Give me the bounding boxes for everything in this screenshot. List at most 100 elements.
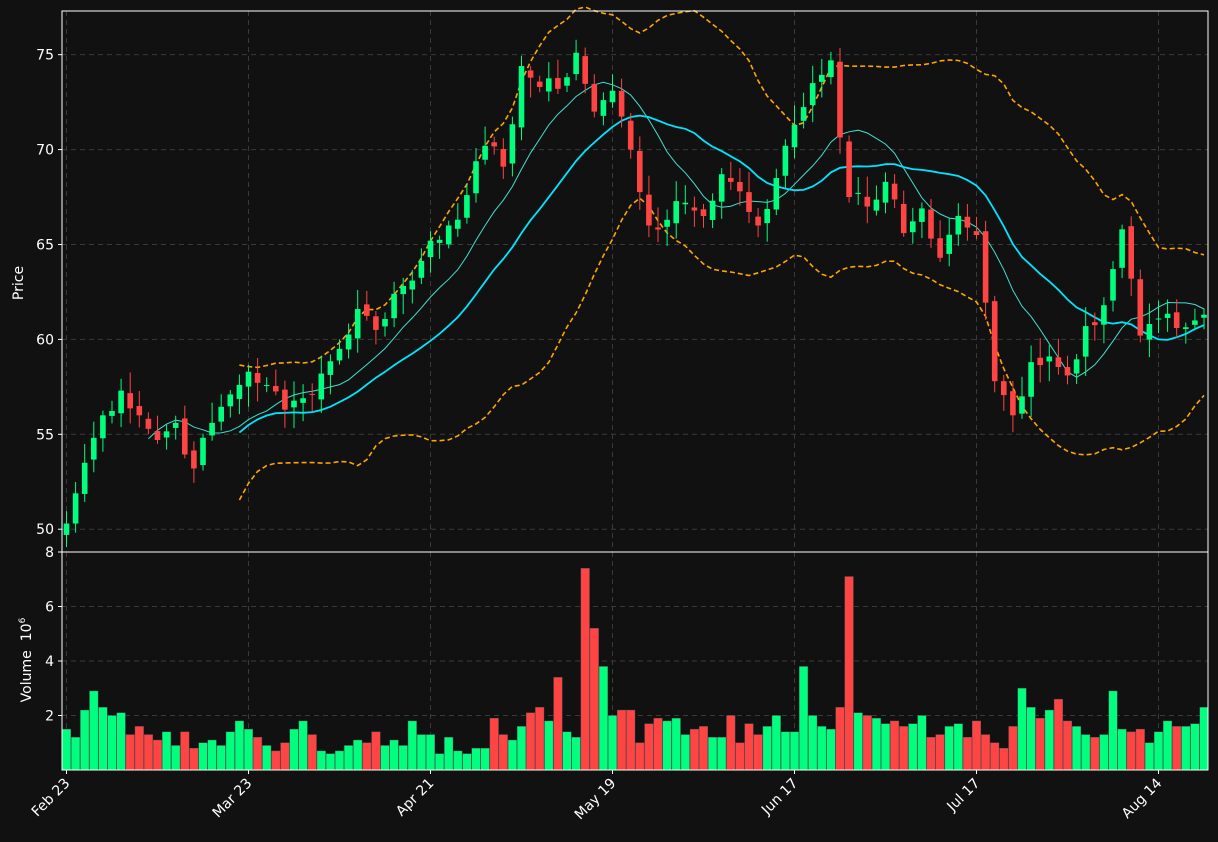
candle-down — [154, 431, 161, 441]
candle-down — [928, 209, 934, 239]
volume-bar — [571, 737, 581, 771]
volume-bar — [398, 745, 408, 771]
candle-up — [91, 437, 97, 460]
candle-up — [828, 60, 834, 78]
candle-up — [100, 415, 106, 439]
candle-down — [655, 227, 661, 230]
candle-down — [973, 231, 980, 235]
candle-up — [1119, 229, 1125, 268]
candle-down — [282, 389, 288, 410]
candle-up — [1110, 269, 1116, 301]
candle-down — [364, 304, 370, 316]
candles — [63, 39, 1207, 547]
candle-up — [1146, 323, 1153, 340]
candle-up — [791, 124, 798, 148]
candle-down — [637, 150, 643, 193]
volume-bar — [1017, 688, 1027, 771]
candle-down — [373, 316, 379, 330]
volume-bar — [353, 739, 363, 771]
volume-axis: 2 4 6 8 — [45, 545, 62, 725]
candle-up — [1019, 396, 1025, 414]
candle-up — [245, 371, 252, 387]
candle-up — [709, 200, 716, 220]
candle-up — [109, 411, 115, 416]
candle-up — [910, 221, 916, 233]
volume-bar — [817, 726, 827, 771]
candle-down — [591, 83, 598, 112]
volume-bar — [507, 739, 517, 771]
candle-up — [81, 462, 88, 494]
volume-bar — [453, 750, 463, 771]
volume-bar — [234, 720, 244, 771]
candle-up — [300, 398, 306, 403]
candle-up — [200, 437, 206, 466]
volume-bar — [608, 715, 618, 771]
volume-bar — [890, 720, 900, 771]
volume-bar — [143, 734, 153, 771]
candle-down — [1064, 367, 1071, 376]
candle-down — [136, 406, 143, 416]
candle-down — [618, 90, 625, 117]
volume-bar — [116, 712, 126, 771]
volume-bars — [62, 568, 1209, 771]
volume-bar — [744, 723, 754, 771]
volume-bar — [71, 737, 81, 771]
volume-bar — [953, 723, 963, 771]
volume-bar — [1172, 726, 1182, 771]
volume-bar — [189, 748, 199, 771]
candle-up — [291, 400, 297, 408]
candle-down — [627, 120, 634, 150]
candle-down — [646, 194, 652, 226]
volume-bar — [371, 731, 381, 771]
volume-bar — [826, 728, 836, 771]
volume-bar — [972, 720, 982, 771]
candle-down — [254, 373, 261, 383]
volume-bar — [243, 728, 253, 771]
sma-slow-line — [238, 114, 1205, 434]
candle-up — [809, 83, 816, 106]
candle-up — [427, 240, 434, 258]
candle-down — [900, 203, 907, 234]
candle-up — [718, 174, 725, 202]
volume-bar — [1090, 737, 1100, 771]
volume-bar — [498, 734, 508, 771]
candle-up — [1155, 318, 1162, 320]
volume-bar — [617, 709, 627, 771]
volume-bar — [125, 734, 135, 771]
volume-bar — [207, 739, 217, 771]
candle-down — [309, 393, 315, 395]
volume-bar — [253, 737, 263, 771]
volume-bar — [289, 728, 299, 771]
volume-bar — [735, 742, 745, 771]
candle-down — [755, 216, 761, 226]
candle-up — [773, 178, 780, 210]
candle-up — [855, 192, 861, 194]
volume-bar — [762, 726, 772, 771]
volume-bar — [80, 709, 90, 771]
volume-bar — [580, 568, 590, 771]
candle-down — [273, 385, 279, 392]
candle-up — [382, 319, 388, 327]
candle-up — [1073, 359, 1080, 374]
candle-down — [500, 148, 507, 167]
volume-bar — [1144, 742, 1154, 771]
volume-bar — [407, 720, 417, 771]
volume-bar — [162, 731, 172, 771]
volume-bar — [471, 748, 481, 771]
volume-bar — [899, 726, 909, 771]
volume-bar — [98, 707, 108, 771]
candle-up — [436, 239, 443, 243]
candle-up — [1164, 313, 1171, 318]
volume-bar — [316, 750, 326, 771]
candle-up — [473, 161, 479, 194]
volume-bar — [644, 723, 654, 771]
volume-bar — [216, 745, 226, 771]
volume-bar — [180, 731, 190, 771]
candle-up — [236, 384, 243, 399]
volume-bar — [280, 742, 290, 771]
candle-up — [263, 384, 270, 386]
volume-bar — [416, 734, 426, 771]
candle-up — [172, 422, 179, 428]
candle-up — [664, 219, 670, 227]
candle-down — [127, 393, 133, 409]
